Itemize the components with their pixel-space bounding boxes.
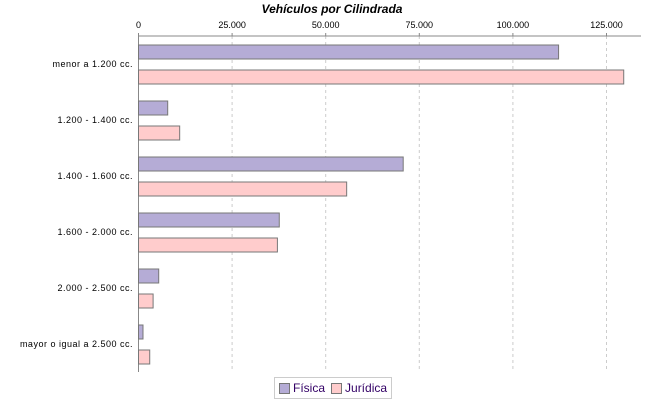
bar-juridica	[138, 349, 151, 365]
x-tick-label: 25.000	[218, 20, 246, 30]
bar-fisica	[138, 212, 280, 228]
bar-fisica	[138, 324, 144, 340]
x-tick-label: 0	[136, 20, 141, 30]
y-category-label: 1.200 - 1.400 cc.	[57, 115, 133, 125]
y-category-label: 2.000 - 2.500 cc.	[57, 283, 133, 293]
y-category-label: menor a 1.200 cc.	[52, 59, 133, 69]
x-tick-label: 100.000	[497, 20, 530, 30]
y-category-label: 1.400 - 1.600 cc.	[57, 171, 133, 181]
bar-fisica	[138, 100, 169, 116]
bar-fisica	[138, 268, 160, 284]
legend-item-juridica: Jurídica	[331, 381, 387, 395]
legend-item-fisica: Física	[279, 381, 325, 395]
x-tick-label: 50.000	[312, 20, 340, 30]
y-category-label: 1.600 - 2.000 cc.	[57, 227, 133, 237]
legend-label-juridica: Jurídica	[345, 381, 388, 395]
x-tick-label: 125.000	[590, 20, 623, 30]
bar-juridica	[138, 69, 625, 85]
legend-swatch-juridica	[331, 382, 343, 394]
x-tick-label: 75.000	[406, 20, 434, 30]
bar-juridica	[138, 125, 181, 141]
chart-title: Vehículos por Cilindrada	[262, 2, 403, 16]
y-category-label: mayor o igual a 2.500 cc.	[20, 339, 133, 349]
legend-swatch-fisica	[279, 382, 290, 394]
legend: Física Jurídica	[274, 377, 393, 399]
bar-juridica	[138, 237, 278, 253]
bar-fisica	[138, 44, 560, 60]
bar-fisica	[138, 156, 404, 172]
bar-juridica	[138, 293, 154, 309]
bar-juridica	[138, 181, 348, 197]
legend-label-fisica: Física	[293, 381, 326, 395]
